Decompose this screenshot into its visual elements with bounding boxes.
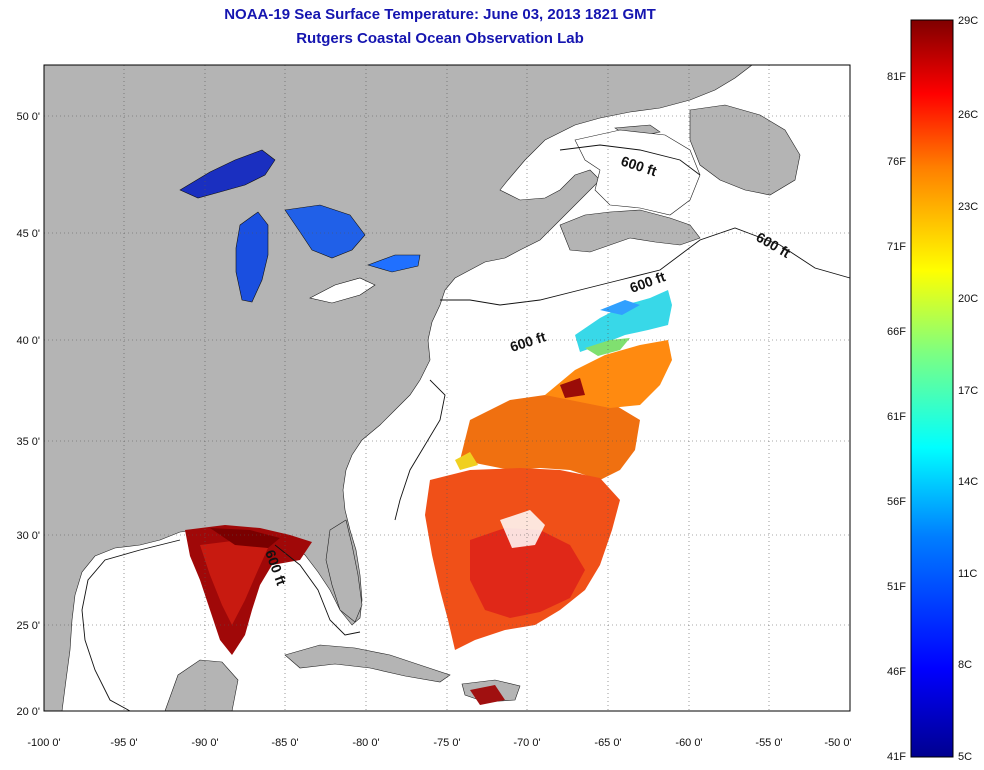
y-tick-label: 50 0' [16,111,40,123]
x-tick-label: -80 0' [352,737,379,749]
colorbar-c-label: 23C [958,201,978,213]
y-tick-label: 20 0' [16,706,40,718]
colorbar-c-label: 8C [958,659,972,671]
colorbar-c-label: 11C [958,568,977,580]
x-tick-label: -75 0' [433,737,460,749]
x-tick-label: -65 0' [594,737,621,749]
x-tick-label: -85 0' [271,737,298,749]
colorbar-f-label: 66F [887,326,906,338]
lake-superior [179,149,276,199]
land-north-america [43,64,753,712]
sst-gulf [185,525,312,655]
colorbar-gradient [910,19,954,758]
colorbar-c-label: 5C [958,751,972,763]
x-tick-label: -55 0' [755,737,782,749]
colorbar-f-label: 41F [887,751,906,763]
x-tick-label: -70 0' [513,737,540,749]
y-tick-label: 45 0' [16,228,40,240]
x-tick-label: -90 0' [191,737,218,749]
x-axis: -100 0' -95 0' -90 0' -85 0' -80 0' -75 … [27,737,851,749]
y-tick-label: 35 0' [16,436,40,448]
colorbar-c-label: 26C [958,109,978,121]
colorbar-c-label: 20C [958,293,978,305]
y-tick-label: 30 0' [16,530,40,542]
x-tick-label: -95 0' [110,737,137,749]
y-axis: 20 0' 25 0' 30 0' 35 0' 40 0' 45 0' 50 0… [16,111,40,718]
colorbar-f-label: 51F [887,581,906,593]
y-tick-label: 25 0' [16,620,40,632]
depth-contours [81,144,851,712]
colorbar-f-label: 81F [887,71,906,83]
y-tick-label: 40 0' [16,335,40,347]
great-lakes [179,149,421,304]
colorbar-f-label: 71F [887,241,906,253]
lake-huron [284,204,366,259]
colorbar-f-label: 61F [887,411,906,423]
land-maritimes [559,209,701,253]
colorbar-f-label: 56F [887,496,906,508]
colorbar-c-label: 14C [958,476,978,488]
map-title: NOAA-19 Sea Surface Temperature: June 03… [224,6,656,23]
gulf-st-lawrence [574,129,701,216]
land-cuba [284,644,451,683]
colorbar-c-label: 17C [958,385,978,397]
colorbar: 29C 26C 23C 20C 17C 14C 11C 8C 5C 81F 76… [887,15,978,763]
plot-frame [43,64,851,712]
colorbar-c-label: 29C [958,15,978,27]
x-tick-label: -60 0' [675,737,702,749]
x-tick-label: -50 0' [824,737,851,749]
land-florida [325,519,363,623]
lake-ontario [367,254,421,273]
land-newfoundland [689,104,801,196]
lake-erie [309,277,376,304]
colorbar-f-label: 76F [887,156,906,168]
map-subtitle: Rutgers Coastal Ocean Observation Lab [296,30,584,47]
x-tick-label: -100 0' [27,737,60,749]
sst-atlantic [425,290,672,705]
colorbar-f-label: 46F [887,666,906,678]
lake-michigan [235,211,269,303]
